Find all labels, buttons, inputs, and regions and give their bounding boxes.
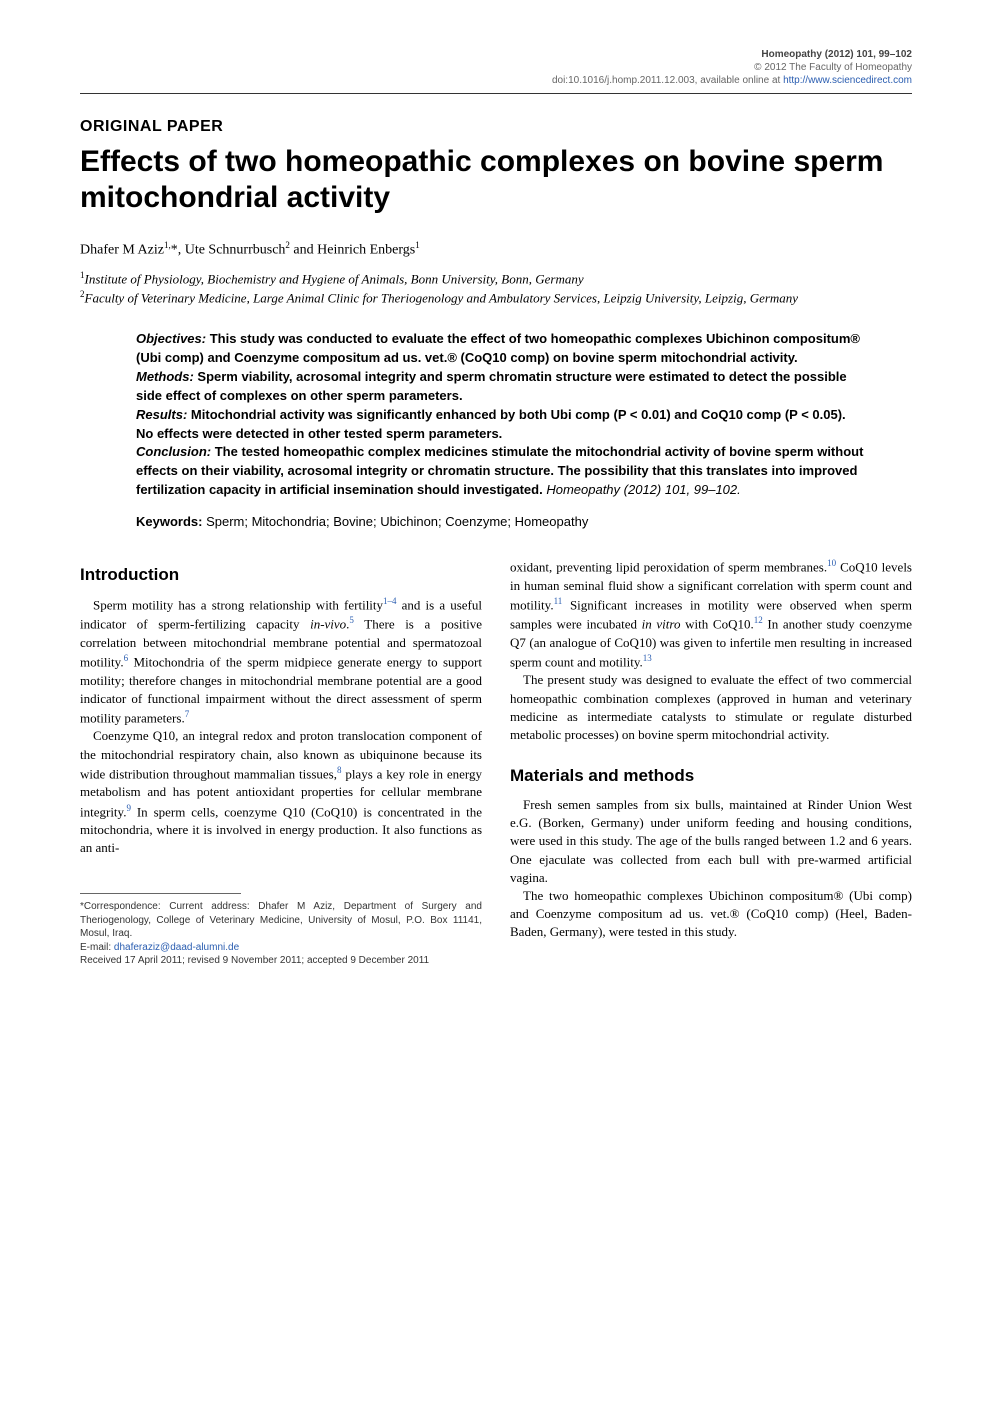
left-column: Introduction Sperm motility has a strong…: [80, 557, 482, 968]
affiliation-2: 2Faculty of Veterinary Medicine, Large A…: [80, 288, 912, 307]
abstract-conclusion-text: The tested homeopathic complex medicines…: [136, 444, 863, 497]
article-title: Effects of two homeopathic complexes on …: [80, 144, 912, 216]
paper-type-label: ORIGINAL PAPER: [80, 118, 912, 136]
correspondence-text: *Correspondence: Current address: Dhafer…: [80, 900, 482, 941]
body-columns: Introduction Sperm motility has a strong…: [80, 557, 912, 968]
abstract-methods-text: Sperm viability, acrosomal integrity and…: [136, 369, 847, 403]
keywords-block: Keywords: Sperm; Mitochondria; Bovine; U…: [136, 514, 864, 529]
introduction-heading: Introduction: [80, 563, 482, 587]
abstract-methods-label: Methods:: [136, 369, 194, 384]
abstract-results-text: Mitochondrial activity was significantly…: [136, 407, 846, 441]
materials-heading: Materials and methods: [510, 764, 912, 788]
doi-prefix: doi:10.1016/j.homp.2011.12.003, availabl…: [552, 75, 783, 86]
keywords-label: Keywords:: [136, 514, 202, 529]
keywords-text: Sperm; Mitochondria; Bovine; Ubichinon; …: [202, 514, 588, 529]
footnote-rule: [80, 893, 241, 894]
abstract-citation: Homeopathy (2012) 101, 99–102.: [546, 482, 740, 497]
affiliation-1: 1Institute of Physiology, Biochemistry a…: [80, 269, 912, 288]
right-column: oxidant, preventing lipid peroxidation o…: [510, 557, 912, 968]
doi-link[interactable]: http://www.sciencedirect.com: [783, 75, 912, 86]
email-label: E-mail:: [80, 942, 114, 953]
intro-para-2: Coenzyme Q10, an integral redox and prot…: [80, 727, 482, 857]
footnote-block: *Correspondence: Current address: Dhafer…: [80, 900, 482, 968]
intro-para-2-cont: oxidant, preventing lipid peroxidation o…: [510, 557, 912, 671]
affiliations: 1Institute of Physiology, Biochemistry a…: [80, 269, 912, 307]
dates-text: Received 17 April 2011; revised 9 Novemb…: [80, 954, 482, 968]
email-link[interactable]: dhaferaziz@daad-alumni.de: [114, 942, 239, 953]
materials-para-2: The two homeopathic complexes Ubichinon …: [510, 887, 912, 942]
materials-para-1: Fresh semen samples from six bulls, main…: [510, 796, 912, 887]
journal-copyright: © 2012 The Faculty of Homeopathy: [80, 61, 912, 74]
author-list: Dhafer M Aziz1,*, Ute Schnurrbusch2 and …: [80, 240, 912, 259]
top-rule: [80, 93, 912, 94]
journal-doi: doi:10.1016/j.homp.2011.12.003, availabl…: [80, 74, 912, 87]
abstract-objectives-label: Objectives:: [136, 331, 206, 346]
intro-para-3: The present study was designed to evalua…: [510, 671, 912, 744]
journal-metadata: Homeopathy (2012) 101, 99–102 © 2012 The…: [80, 48, 912, 87]
abstract-block: Objectives: This study was conducted to …: [136, 330, 864, 500]
email-line: E-mail: dhaferaziz@daad-alumni.de: [80, 941, 482, 955]
journal-citation: Homeopathy (2012) 101, 99–102: [80, 48, 912, 61]
intro-para-1: Sperm motility has a strong relationship…: [80, 595, 482, 728]
abstract-results-label: Results:: [136, 407, 187, 422]
abstract-conclusion-label: Conclusion:: [136, 444, 211, 459]
abstract-objectives-text: This study was conducted to evaluate the…: [136, 331, 860, 365]
